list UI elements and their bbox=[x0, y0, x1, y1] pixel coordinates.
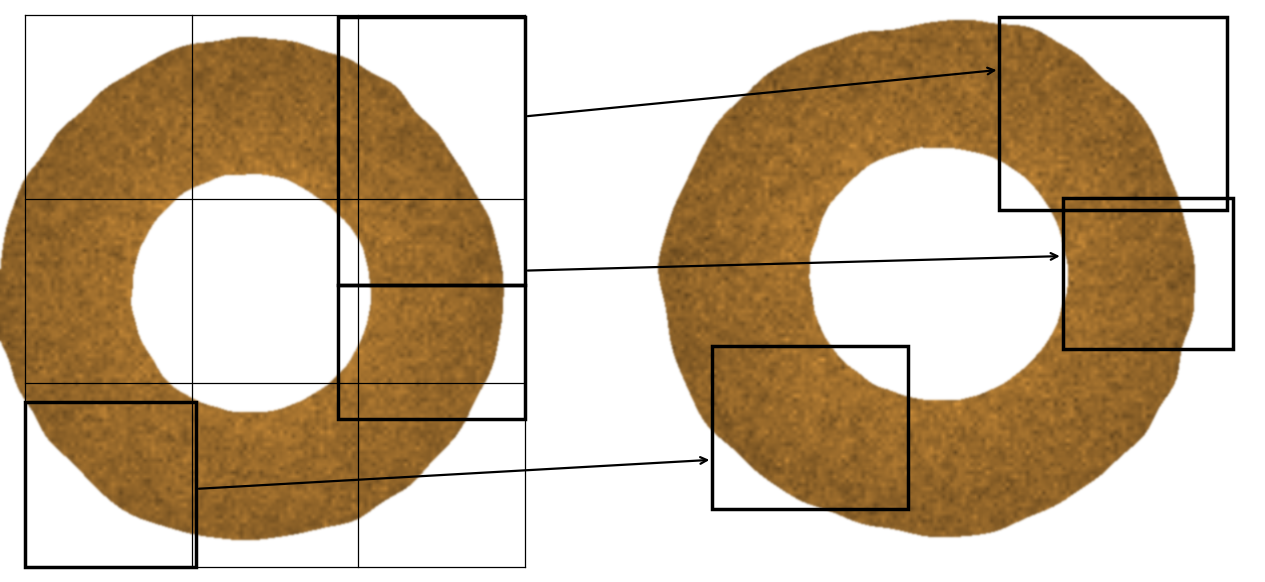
Bar bbox=[338, 285, 525, 419]
Bar bbox=[338, 17, 525, 285]
Bar bbox=[999, 17, 1227, 210]
Bar bbox=[25, 402, 196, 567]
Bar bbox=[712, 346, 908, 509]
Bar bbox=[1063, 198, 1233, 349]
